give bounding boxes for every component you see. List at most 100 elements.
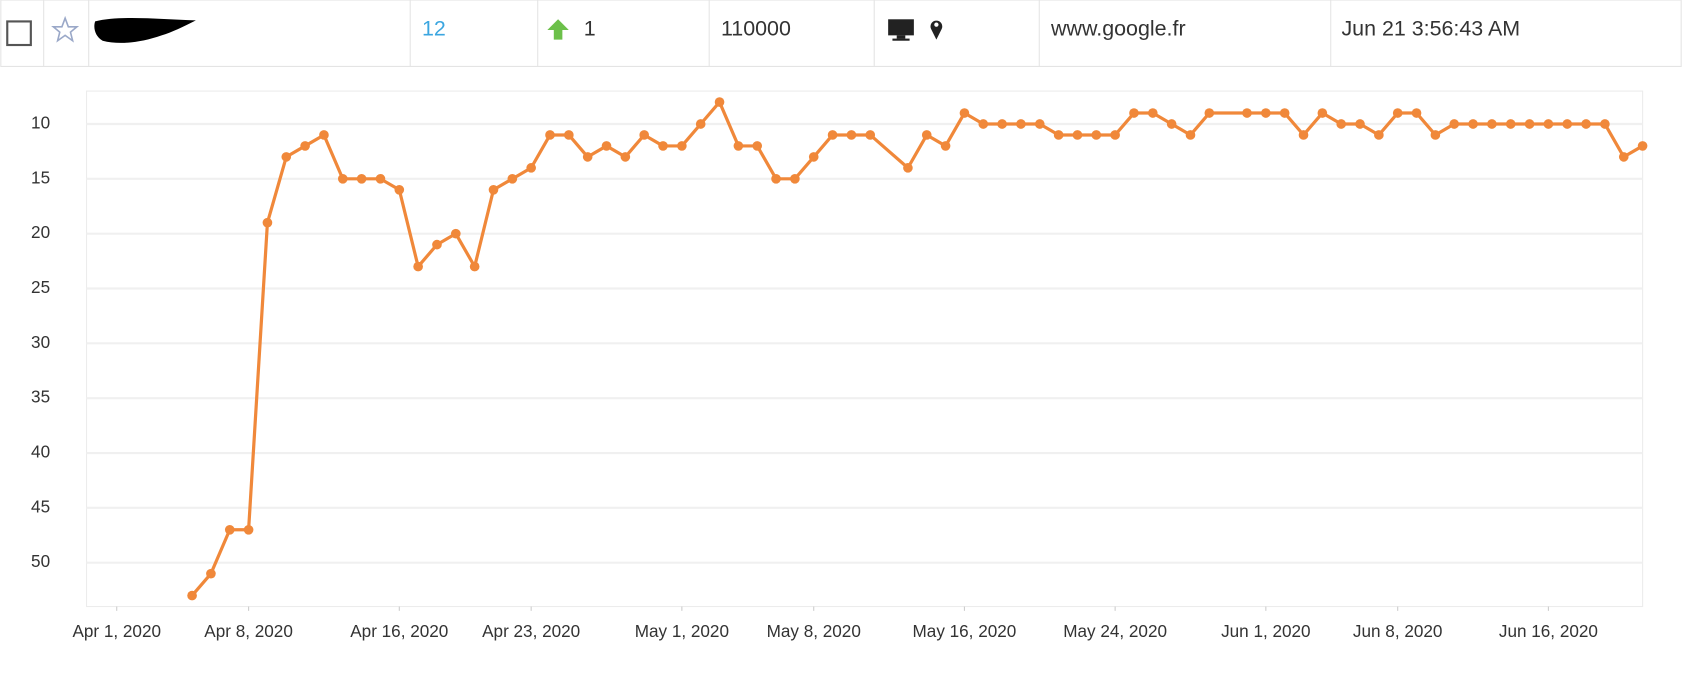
rank-point <box>771 174 781 184</box>
y-tick-label: 10 <box>31 113 50 133</box>
rank-point <box>695 119 706 129</box>
rank-point <box>1355 119 1365 129</box>
rank-point <box>677 141 687 151</box>
rank-point <box>1411 108 1422 118</box>
rank-point <box>1374 130 1384 140</box>
rank-point <box>1392 108 1403 118</box>
rank-point <box>243 524 254 535</box>
rank-point <box>1110 130 1120 140</box>
rank-point <box>488 184 499 195</box>
y-tick-label: 30 <box>31 332 50 352</box>
rank-point <box>714 97 725 107</box>
rank-link[interactable]: 12 <box>422 17 446 41</box>
rank-point <box>1562 119 1573 129</box>
cell-dividers <box>43 0 1332 67</box>
x-tick-label: May 1, 2020 <box>635 621 729 641</box>
rank-point <box>1600 119 1610 129</box>
rank-point <box>1543 119 1554 129</box>
x-tick-label: Apr 1, 2020 <box>72 621 161 641</box>
rank-point <box>921 130 932 140</box>
up-arrow <box>547 19 569 40</box>
rank-point <box>846 130 857 140</box>
rank-point <box>1204 108 1215 118</box>
rank-point <box>1091 130 1102 140</box>
rank-line <box>190 100 1644 597</box>
y-tick-label: 25 <box>31 277 50 297</box>
rank-point <box>526 163 536 173</box>
rank-point <box>1242 108 1252 118</box>
rank-point <box>1166 119 1177 129</box>
rank-point <box>300 141 310 151</box>
rank-point <box>959 108 970 118</box>
rank-point <box>545 130 555 140</box>
checkbox[interactable] <box>6 20 32 47</box>
rank-point <box>206 568 216 579</box>
x-tick-label: May 8, 2020 <box>767 621 861 641</box>
rank-point <box>281 152 292 162</box>
rank-point <box>1053 130 1064 140</box>
rank-point <box>1034 119 1045 129</box>
rank-point <box>1524 119 1535 129</box>
rank-point <box>450 228 461 239</box>
rank-point <box>1261 108 1271 118</box>
rank-point <box>1468 119 1478 129</box>
rank-point <box>1336 119 1347 129</box>
row-background <box>0 0 1682 67</box>
rank-point <box>1298 130 1309 140</box>
rank-point <box>1147 108 1158 118</box>
rank-point <box>790 174 800 184</box>
rank-point <box>469 261 480 272</box>
rank-point <box>432 239 442 250</box>
x-tick-label: May 16, 2020 <box>913 621 1017 641</box>
desktop-icon <box>888 19 914 41</box>
rank-point <box>639 130 650 140</box>
rank-point <box>1487 119 1497 129</box>
rank-point <box>1449 119 1460 129</box>
y-tick-label: 35 <box>31 387 50 407</box>
rank-point <box>1016 119 1026 129</box>
rank-point <box>319 130 329 140</box>
rank-chart: 10 15 20 25 30 35 40 45 50 Apr 1, 2020 Apr 8, 2020… <box>31 97 1648 641</box>
rank-point <box>752 141 763 151</box>
rank-point <box>356 174 367 184</box>
rank-point <box>865 130 876 140</box>
plot-area <box>86 90 1644 608</box>
x-tick-label: Apr 8, 2020 <box>204 621 293 641</box>
rank-point <box>1430 130 1441 140</box>
rank-point <box>564 130 574 140</box>
y-tick-label: 40 <box>31 442 50 462</box>
rank-point <box>1637 141 1648 151</box>
y-tick-label: 20 <box>31 222 50 242</box>
rank-point <box>413 261 423 272</box>
y-tick-label: 45 <box>31 496 50 516</box>
y-tick-label: 15 <box>31 167 50 187</box>
rank-point <box>337 174 348 184</box>
rank-point <box>1618 152 1629 162</box>
rank-point <box>1279 108 1290 118</box>
star-icon[interactable] <box>51 15 80 43</box>
x-tick-label: May 24, 2020 <box>1063 621 1167 641</box>
rank-point <box>1581 119 1591 129</box>
rank-point <box>903 163 913 173</box>
location-icon <box>930 20 943 40</box>
rank-point <box>940 141 951 151</box>
x-tick-label: Jun 1, 2020 <box>1221 621 1311 641</box>
rank-point <box>658 141 668 151</box>
rank-point <box>187 590 197 601</box>
rank-point <box>375 174 386 184</box>
y-tick-label: 50 <box>31 551 50 571</box>
x-tick-label: Jun 16, 2020 <box>1499 621 1598 641</box>
rank-point <box>733 141 744 151</box>
rank-point <box>808 152 819 162</box>
rank-point <box>582 152 593 162</box>
x-tick-label: Apr 16, 2020 <box>350 621 448 641</box>
rank-change: 1 <box>584 17 596 41</box>
rank-point <box>1129 108 1139 118</box>
rank-point <box>1072 130 1083 140</box>
rank-point <box>507 174 518 184</box>
rank-point <box>601 141 612 151</box>
table-row: 12 1 110000 www.google.fr Jun 21 3:56:43… <box>0 0 1682 67</box>
x-tick-label: Apr 23, 2020 <box>482 621 580 641</box>
